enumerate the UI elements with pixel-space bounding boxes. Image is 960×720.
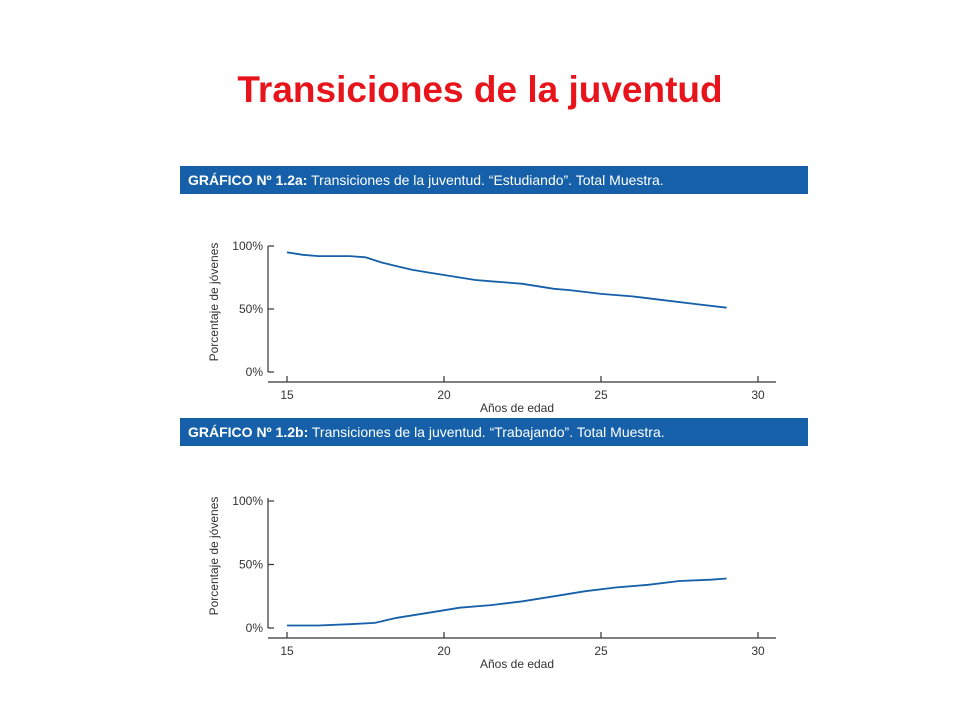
- y-tick-label: 100%: [232, 494, 263, 508]
- chart-header: GRÁFICO Nº 1.2b: Transiciones de la juve…: [180, 418, 808, 446]
- series-line-estudiando: [286, 251, 727, 309]
- chart-header-number: GRÁFICO Nº 1.2a:: [188, 172, 308, 188]
- x-tick-label: 20: [437, 644, 451, 658]
- x-tick-label: 25: [594, 644, 608, 658]
- chart-header: GRÁFICO Nº 1.2a: Transiciones de la juve…: [180, 166, 808, 194]
- chart-trabajando: GRÁFICO Nº 1.2b: Transiciones de la juve…: [180, 418, 808, 679]
- chart-header-text: Transiciones de la juventud. “Trabajando…: [308, 424, 665, 440]
- line-chart: Porcentaje de jóvenes Años de edad 15 20 2…: [207, 239, 776, 415]
- x-tick-label: 15: [280, 388, 294, 402]
- y-tick-label: 50%: [239, 558, 263, 572]
- y-tick-label: 100%: [232, 239, 263, 253]
- y-axis-label: Porcentaje de jóvenes: [207, 243, 221, 362]
- chart-header-number: GRÁFICO Nº 1.2b:: [188, 424, 309, 440]
- x-tick-label: 15: [280, 644, 294, 658]
- y-tick-label: 0%: [246, 621, 264, 635]
- slide-title: Transiciones de la juventud: [237, 69, 723, 110]
- line-chart: Porcentaje de jóvenes Años de edad 15 20 2…: [207, 494, 776, 671]
- series-line-trabajando: [287, 577, 727, 627]
- x-tick-label: 30: [751, 644, 765, 658]
- x-tick-label: 20: [437, 388, 451, 402]
- x-tick-label: 30: [751, 388, 765, 402]
- y-tick-label: 0%: [246, 365, 264, 379]
- y-tick-label: 50%: [239, 302, 263, 316]
- x-tick-label: 25: [594, 388, 608, 402]
- chart-estudiando: GRÁFICO Nº 1.2a: Transiciones de la juve…: [180, 166, 808, 427]
- x-axis-label: Años de edad: [480, 657, 554, 671]
- x-axis-label: Años de edad: [480, 401, 554, 415]
- chart-header-text: Transiciones de la juventud. “Estudiando…: [307, 172, 664, 188]
- y-axis-label: Porcentaje de jóvenes: [207, 497, 221, 616]
